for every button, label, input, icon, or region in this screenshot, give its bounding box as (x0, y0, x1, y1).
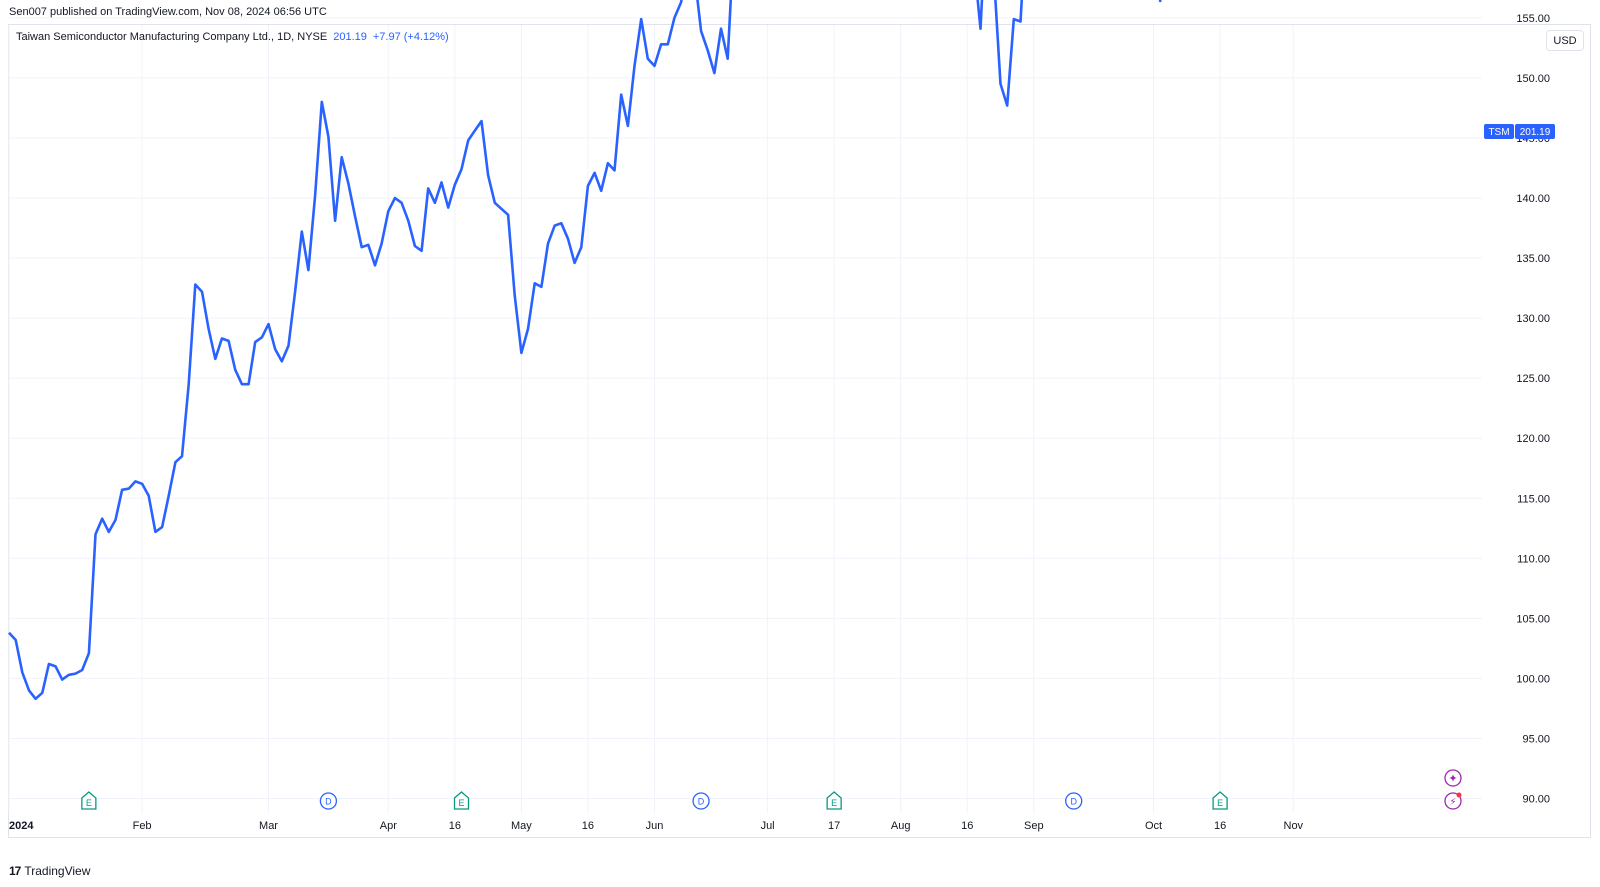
price-tag-symbol-box (1484, 124, 1514, 139)
y-tick-label: 100.00 (1516, 673, 1550, 685)
chart-side-buttons[interactable]: ✦ ⚡ (1444, 769, 1462, 810)
ai-sparkle-button[interactable] (1444, 769, 1462, 787)
earnings-event-label: E (86, 798, 92, 808)
x-tick-label: 2024 (9, 820, 34, 832)
symbol-title[interactable]: Taiwan Semiconductor Manufacturing Compa… (16, 31, 328, 43)
dividend-event-label: D (325, 797, 332, 807)
dividend-event-icon[interactable] (1065, 792, 1083, 810)
y-tick-label: 95.00 (1522, 733, 1550, 745)
chart-grid (8, 17, 1482, 813)
tradingview-logo[interactable]: 17 TradingView (9, 864, 90, 878)
dividend-event-label: D (698, 797, 705, 807)
price-tag-symbol: TSM (1488, 127, 1509, 138)
x-tick-label: Sep (1024, 820, 1044, 832)
earnings-event-label: E (1217, 798, 1223, 808)
price-axis[interactable]: 90.00 95.00 100.00 105.00 110.00 115.00 120.00… (1516, 0, 1550, 806)
y-tick-label: 90.00 (1522, 794, 1550, 806)
x-tick-label: Apr (380, 820, 397, 832)
price-tag-value-box (1515, 124, 1555, 139)
y-tick-label: 150.00 (1516, 73, 1550, 85)
y-tick-label: 110.00 (1517, 553, 1550, 565)
x-tick-label: 16 (961, 820, 973, 832)
dividend-event-icon[interactable] (692, 792, 710, 810)
price-change: +7.97 (+4.12%) (372, 31, 449, 43)
x-tick-label: Feb (133, 820, 152, 832)
y-tick-label: 135.00 (1516, 253, 1550, 265)
earnings-event-icon[interactable] (81, 791, 97, 810)
time-axis[interactable]: 2024 Feb Mar Apr 16 May 16 Jun Jul 17 Aug 16 Sep Oct 1… (9, 820, 1304, 832)
dividend-event-label: D (1070, 797, 1077, 807)
x-tick-label: 16 (449, 820, 461, 832)
earnings-event-label: E (831, 798, 837, 808)
publish-attribution: Sen007 published on TradingView.com, Nov… (9, 6, 327, 18)
tradingview-logo-icon: 17 (9, 864, 21, 878)
tradingview-brand: TradingView (24, 864, 91, 878)
y-tick-label: 115.00 (1517, 493, 1550, 505)
y-tick-label: 130.00 (1516, 313, 1550, 325)
earnings-event-icon[interactable] (1212, 791, 1228, 810)
last-price: 201.19 (333, 31, 367, 43)
x-tick-label: 16 (582, 820, 594, 832)
price-series-line[interactable] (8, 0, 1453, 701)
lightning-icon: ⚡ (1449, 797, 1456, 808)
earnings-event-icon[interactable] (453, 791, 470, 810)
x-tick-label: Jun (646, 820, 664, 832)
earnings-event-icon[interactable] (826, 791, 842, 810)
x-tick-label: Aug (891, 820, 911, 832)
y-tick-label: 125.00 (1516, 373, 1550, 385)
sparkle-icon: ✦ (1448, 773, 1457, 785)
price-tag-value: 201.19 (1520, 127, 1551, 138)
y-tick-label: 155.00 (1516, 13, 1550, 25)
flash-alert-button[interactable] (1444, 792, 1462, 810)
x-tick-label: Nov (1284, 820, 1304, 832)
dividend-event-icon[interactable] (319, 792, 338, 810)
chart-legend[interactable]: Taiwan Semiconductor Manufacturing Compa… (16, 31, 449, 43)
x-tick-label: Mar (259, 820, 278, 832)
x-tick-label: 17 (828, 820, 840, 832)
x-tick-label: May (511, 820, 532, 832)
y-tick-label: 120.00 (1516, 433, 1550, 445)
x-tick-label: Jul (761, 820, 775, 832)
currency-button[interactable]: USD (1546, 30, 1584, 51)
price-tag: TSM 201.19 (1484, 124, 1555, 139)
x-tick-label: Oct (1145, 820, 1162, 832)
y-tick-label: 105.00 (1516, 613, 1550, 625)
y-tick-label: 140.00 (1516, 193, 1550, 205)
earnings-event-label: E (458, 798, 464, 808)
notification-dot-icon (1456, 792, 1462, 798)
x-tick-label: 16 (1214, 820, 1226, 832)
